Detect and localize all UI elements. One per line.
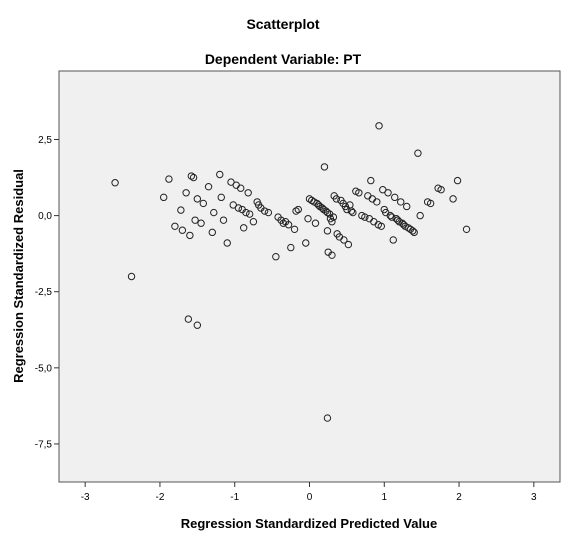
data-point — [329, 213, 338, 221]
data-point — [191, 216, 199, 224]
data-point — [178, 226, 187, 234]
y-tick-label: 2,5 — [38, 135, 52, 146]
data-point — [311, 219, 320, 227]
y-tick-label: -7,5 — [35, 439, 53, 450]
data-point — [184, 315, 193, 323]
data-point — [260, 207, 269, 215]
data-point — [462, 225, 471, 234]
data-point — [344, 240, 353, 249]
y-tick-label: 0,0 — [38, 211, 52, 222]
data-point — [182, 189, 190, 197]
data-point — [189, 173, 198, 182]
data-point — [391, 193, 399, 202]
data-point — [386, 211, 394, 220]
data-point — [355, 189, 363, 197]
data-point — [377, 222, 385, 230]
data-point — [375, 122, 383, 130]
x-tick-label: -3 — [81, 492, 90, 503]
data-point — [323, 227, 332, 235]
data-point — [453, 176, 462, 185]
y-tick-label: -5,0 — [35, 363, 53, 374]
data-point — [204, 182, 213, 191]
x-tick-label: 0 — [307, 492, 313, 503]
data-point — [367, 176, 375, 185]
data-point — [165, 175, 173, 183]
data-point — [426, 199, 435, 208]
data-point — [302, 239, 310, 247]
data-point — [403, 202, 411, 211]
y-axis: 2,5 0,0 -2,5 -5,0 -7,5 — [35, 135, 59, 450]
data-point — [244, 189, 252, 197]
data-point — [340, 236, 348, 244]
data-point — [416, 211, 424, 220]
data-points — [111, 122, 471, 422]
data-point — [347, 207, 356, 215]
data-point — [292, 207, 300, 215]
data-point — [284, 221, 293, 229]
data-point — [186, 231, 194, 240]
x-tick-label: -1 — [230, 492, 239, 503]
data-point — [437, 186, 445, 194]
data-point — [290, 225, 299, 234]
x-tick-label: 2 — [456, 492, 462, 503]
data-point — [389, 236, 397, 244]
x-axis-label: Regression Standardized Predicted Value — [181, 516, 437, 531]
data-point — [332, 195, 341, 203]
y-tick-label: -2,5 — [35, 287, 53, 298]
data-point — [216, 170, 224, 179]
x-tick-label: 3 — [531, 492, 537, 503]
data-point — [249, 218, 258, 226]
data-point — [177, 206, 185, 214]
data-point — [193, 321, 202, 329]
data-point — [217, 193, 225, 202]
data-point — [397, 198, 405, 206]
data-point — [272, 253, 280, 261]
chart-subtitle: Dependent Variable: PT — [205, 51, 362, 67]
data-point — [408, 227, 417, 235]
data-point — [323, 208, 332, 217]
data-point — [208, 228, 216, 237]
data-point — [223, 239, 231, 247]
data-point — [187, 172, 196, 180]
x-tick-label: -2 — [155, 492, 164, 503]
data-point — [219, 216, 228, 224]
data-point — [197, 219, 205, 227]
x-tick-label: 1 — [381, 492, 387, 503]
data-point — [414, 149, 422, 157]
data-point — [127, 272, 136, 281]
data-point — [242, 208, 250, 217]
data-point — [279, 219, 288, 227]
data-point — [320, 163, 329, 171]
data-point — [373, 198, 381, 206]
data-point — [171, 222, 179, 230]
data-point — [287, 243, 295, 252]
plot-area — [58, 70, 561, 483]
data-point — [388, 213, 396, 221]
y-axis-label: Regression Standardized Residual — [11, 169, 26, 383]
x-axis: -3 -2 -1 0 1 2 3 — [81, 482, 537, 503]
data-point — [323, 414, 332, 422]
data-point — [304, 214, 312, 223]
chart-title: Scatterplot — [246, 16, 319, 32]
data-point — [384, 189, 392, 197]
data-point — [449, 195, 457, 203]
data-point — [111, 179, 119, 187]
data-point — [328, 251, 336, 259]
data-point — [193, 195, 202, 203]
data-point — [361, 213, 369, 221]
data-point — [237, 184, 245, 192]
data-point — [199, 199, 208, 208]
data-point — [264, 208, 273, 217]
data-point — [239, 224, 248, 232]
data-point — [234, 204, 243, 212]
data-point — [294, 205, 302, 214]
data-point — [210, 208, 218, 217]
data-point — [328, 218, 336, 226]
data-point — [159, 193, 168, 202]
data-point — [410, 228, 418, 237]
data-point — [349, 208, 357, 217]
data-point — [245, 210, 254, 218]
